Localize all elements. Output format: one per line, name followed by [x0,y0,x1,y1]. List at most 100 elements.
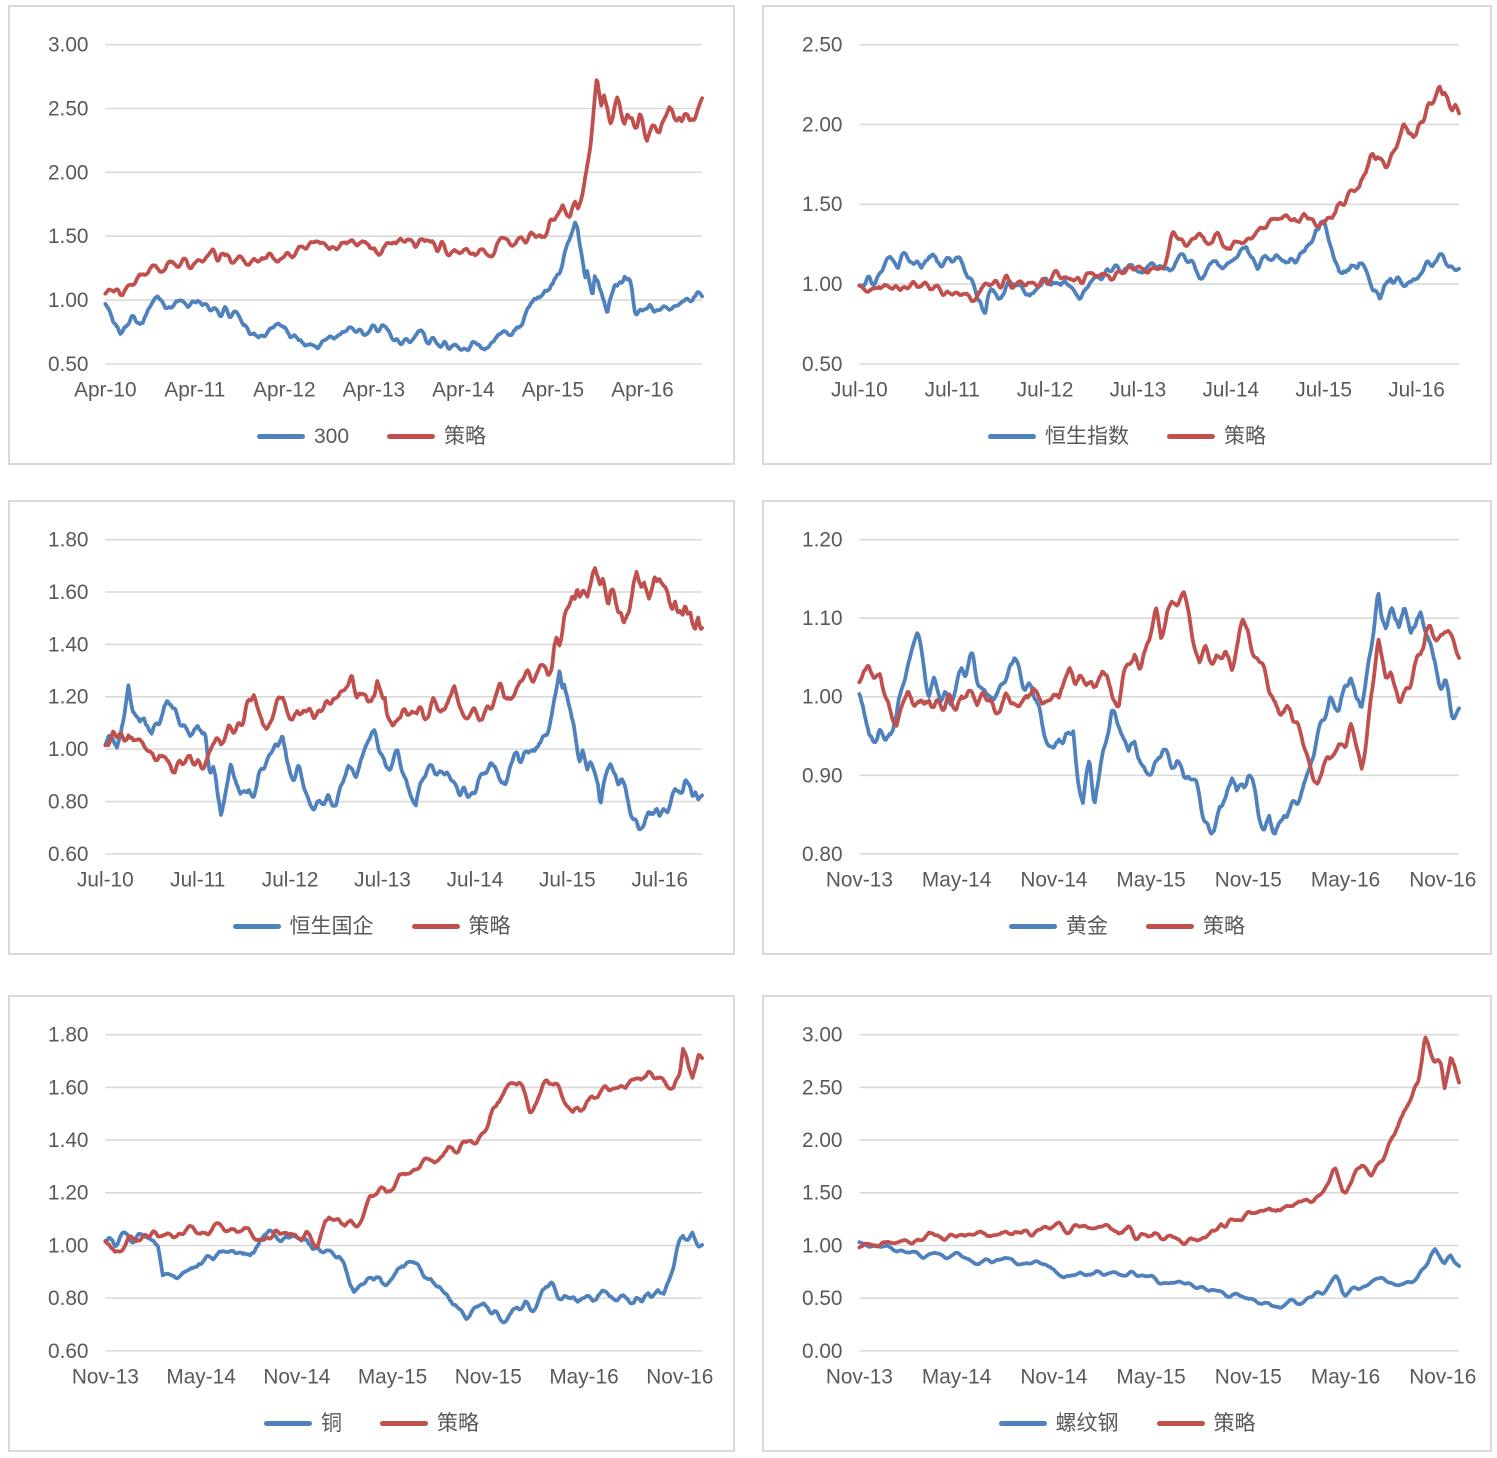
legend-item-strategy: 策略 [411,914,511,938]
chart-panel-hang-seng-china-enterprises-vs-strategy: 1.80 1.60 1.40 1.20 1.00 0.80 0.60 Jul-10 Jul-11… [8,500,735,955]
legend-line-swatch [988,433,1036,439]
y-axis-tick-label: 1.60 [48,581,88,604]
series-line-asset [857,591,1461,836]
legend-line-swatch [387,433,436,439]
y-axis-tick-label: 2.50 [802,34,842,57]
y-axis-tick-label: 1.00 [802,686,842,709]
x-axis-tick-label: May-16 [1311,1366,1380,1389]
legend-label: 300 [313,424,350,448]
legend-line-swatch [380,1420,428,1426]
y-axis-tick-label: 1.00 [48,1234,88,1257]
x-axis-tick-label: Jul-13 [354,869,411,892]
chart-panel-hang-seng-index-vs-strategy: 2.50 2.00 1.50 1.00 0.50 Jul-10 Jul-11 Jul-12 Ju… [762,5,1492,465]
y-axis-tick-label: 0.60 [48,1340,88,1363]
legend-line-swatch [256,433,305,439]
y-axis-tick-label: 1.20 [48,1182,88,1205]
x-axis-tick-label: Jul-12 [1017,379,1074,402]
x-axis-tick-label: Nov-15 [455,1366,522,1389]
x-axis-tick-label: Nov-14 [1020,869,1087,892]
y-axis-tick-label: 1.20 [48,686,88,709]
y-axis-tick-label: 0.90 [802,764,842,787]
y-axis-tick-label: 2.00 [802,113,842,136]
x-axis-tick-label: Jul-14 [1202,379,1259,402]
y-axis-tick-label: 2.00 [802,1129,842,1152]
chart-panel-300-vs-strategy: 3.00 2.50 2.00 1.50 1.00 0.50 Apr-10 Apr-11 Apr-… [8,5,735,465]
x-axis-tick-label: Nov-15 [1215,869,1282,892]
legend-label: 黄金 [1066,914,1108,938]
legend-line-swatch [1156,1420,1205,1426]
x-axis-tick-label: Nov-13 [826,1366,893,1389]
y-axis-tick-label: 1.50 [802,1182,842,1205]
legend-line-swatch [264,1420,312,1426]
legend-label: 铜 [321,1411,342,1435]
y-axis-tick-label: 2.50 [802,1076,842,1099]
legend-label: 策略 [437,1411,479,1435]
x-axis-tick-label: Jul-15 [539,869,596,892]
x-axis-tick-label: May-16 [1311,869,1380,892]
series-line-strategy [857,1035,1461,1250]
y-axis-tick-label: 0.00 [802,1340,842,1363]
y-axis-tick-label: 0.80 [48,1287,88,1310]
series-line-strategy [103,78,704,298]
series-line-asset [103,220,704,353]
x-axis-tick-label: Nov-13 [826,869,893,892]
chart-canvas: 2.50 2.00 1.50 1.00 0.50 Jul-10 Jul-11 Jul-12 Ju… [802,34,1461,402]
x-axis-tick-label: Jul-10 [77,869,134,892]
x-axis-tick-label: Apr-12 [253,379,315,402]
y-axis-tick-label: 1.80 [48,529,88,552]
x-axis-tick-label: Apr-10 [74,379,136,402]
y-axis-tick-label: 1.40 [48,1129,88,1152]
y-axis-tick-label: 1.00 [48,738,88,761]
chart-panel-copper-vs-strategy: 1.80 1.60 1.40 1.20 1.00 0.80 0.60 Nov-13 May-14… [8,995,735,1452]
x-axis-tick-label: Jul-16 [1388,379,1445,402]
legend-line-swatch [411,923,460,929]
y-axis-tick-label: 1.50 [48,225,88,248]
legend-item-asset: 黄金 [1009,916,1108,937]
series-line-strategy [103,566,704,775]
x-axis-tick-label: Nov-16 [646,1366,713,1389]
x-axis-tick-label: Jul-11 [925,379,980,402]
legend-line-swatch [232,923,281,929]
x-axis-tick-label: Jul-15 [1295,379,1352,402]
legend-item-asset: 300 [256,424,350,448]
legend: 300 策略 [10,421,733,451]
legend: 恒生国企 策略 [10,911,733,941]
series-line-asset [103,669,704,832]
x-axis-tick-label: Jul-13 [1110,379,1167,402]
x-axis-tick-label: Apr-14 [432,379,494,402]
x-axis-tick-label: Nov-14 [1020,1366,1087,1389]
x-axis-tick-label: Nov-13 [72,1366,139,1389]
x-axis-tick-label: May-16 [549,1366,618,1389]
legend-label: 策略 [1213,1411,1256,1435]
y-axis-tick-label: 0.80 [802,843,842,866]
legend-item-asset: 恒生指数 [988,426,1129,447]
y-axis-tick-label: 1.10 [802,607,842,630]
y-axis-tick-label: 3.00 [802,1024,842,1047]
legend-line-swatch [1167,433,1215,439]
y-axis-tick-label: 2.50 [48,97,88,120]
x-axis-tick-label: Apr-15 [522,379,584,402]
legend-label: 策略 [468,914,511,938]
y-axis-tick-label: 0.50 [48,353,88,376]
legend-item-strategy: 策略 [387,426,486,447]
legend-item-strategy: 策略 [1156,1411,1256,1435]
x-axis-tick-label: Nov-15 [1215,1366,1282,1389]
x-axis-tick-label: Nov-14 [263,1366,330,1389]
legend-line-swatch [1009,923,1057,929]
legend-label: 策略 [444,424,487,448]
legend: 黄金 策略 [764,911,1490,941]
x-axis-tick-label: Apr-16 [611,379,673,402]
x-axis-tick-label: Apr-13 [343,379,405,402]
x-axis-tick-label: Nov-16 [1409,869,1476,892]
legend-label: 恒生国企 [289,914,374,938]
x-axis-tick-label: May-14 [922,869,991,892]
series-line-strategy [103,1046,704,1254]
legend-label: 恒生指数 [1045,424,1129,448]
chart-canvas: 3.00 2.50 2.00 1.50 1.00 0.50 Apr-10 Apr-11 Apr-… [48,34,704,402]
y-axis-tick-label: 1.40 [48,633,88,656]
x-axis-tick-label: May-14 [922,1366,991,1389]
x-axis-tick-label: Jul-16 [631,869,688,892]
y-axis-tick-label: 3.00 [48,34,88,57]
series-line-strategy [857,590,1461,786]
chart-canvas: 1.20 1.10 1.00 0.90 0.80 Nov-13 May-14 Nov-14 Ma… [802,529,1476,892]
